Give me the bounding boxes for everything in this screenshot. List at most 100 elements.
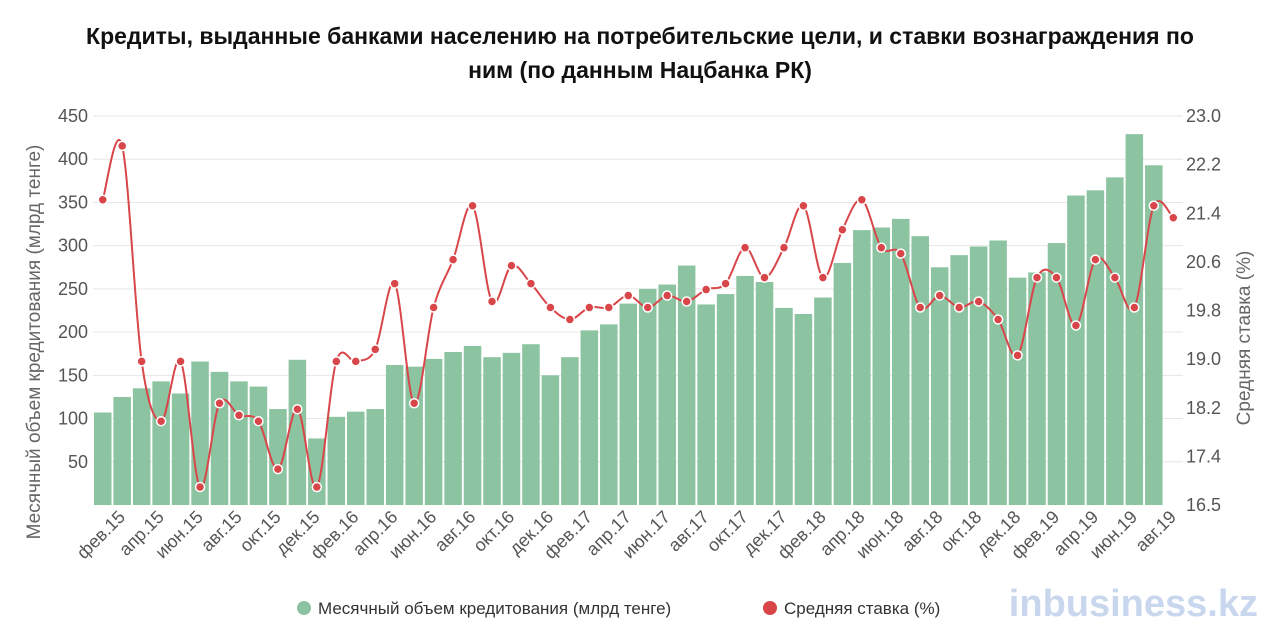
bar	[600, 324, 618, 505]
x-tick-label: авг.15	[197, 507, 246, 556]
rate-point	[564, 314, 576, 325]
y-right-tick-label: 17.4	[1186, 446, 1221, 466]
rate-point	[1148, 200, 1160, 212]
y-left-tick-label: 350	[58, 192, 88, 212]
y-left-tick-label: 200	[58, 322, 88, 342]
bar	[989, 240, 1007, 506]
bar	[385, 364, 404, 505]
rate-point	[1070, 320, 1082, 331]
bar	[872, 227, 891, 505]
rate-point	[1090, 254, 1101, 265]
rate-point	[214, 398, 225, 409]
rate-point	[914, 302, 926, 313]
rate-point	[447, 254, 459, 265]
bar	[580, 330, 599, 505]
y-left-axis-label: Месячный объем кредитования (млрд тенге)	[24, 145, 45, 540]
x-tick-label: авг.19	[1131, 507, 1180, 556]
bar	[230, 381, 248, 505]
rate-point	[720, 278, 731, 289]
rate-point	[545, 302, 556, 313]
chart-title-line: Кредиты, выданные банками населению на п…	[86, 23, 1194, 49]
bar	[1086, 190, 1105, 505]
bar	[930, 267, 949, 505]
bar	[561, 357, 579, 505]
rate-point	[389, 278, 400, 289]
bar	[347, 411, 365, 505]
bar	[483, 357, 501, 505]
legend[interactable]: Месячный объем кредитования (млрд тенге)…	[297, 599, 940, 618]
rate-point	[175, 356, 186, 367]
rate-point	[798, 200, 809, 212]
bar	[755, 281, 774, 505]
bar	[249, 386, 268, 505]
bar	[463, 345, 482, 505]
rate-point	[116, 140, 128, 152]
y-right-ticks: 16.5 17.4 18.2 19.0 19.8 20.6 21.4 22.2 23.0	[1186, 106, 1221, 515]
rate-point	[408, 398, 420, 409]
bar	[775, 307, 793, 505]
rate-point	[1031, 272, 1043, 283]
bar	[113, 396, 131, 505]
rate-point	[1168, 212, 1179, 223]
bar	[814, 297, 832, 505]
rate-point	[467, 200, 478, 212]
brand-logo: inbusiness.kz	[1009, 583, 1258, 625]
y-right-tick-label: 23.0	[1186, 106, 1221, 126]
chart-title-line: ним (по данным Нацбанка РК)	[468, 57, 812, 83]
legend-bar-swatch	[297, 601, 311, 615]
rate-point	[292, 403, 303, 415]
y-right-tick-label: 20.6	[1186, 252, 1221, 272]
bar	[911, 236, 929, 505]
bar	[736, 275, 754, 505]
rate-point	[603, 302, 615, 313]
bar	[638, 288, 657, 505]
rate-point	[817, 272, 829, 283]
y-right-axis-label: Средняя ставка (%)	[1234, 251, 1255, 426]
bar	[794, 313, 813, 505]
bar	[522, 344, 540, 505]
bar	[269, 409, 287, 505]
rate-point	[1129, 302, 1140, 313]
bar	[171, 393, 190, 505]
rate-point	[331, 356, 342, 367]
rate-point	[642, 302, 653, 313]
bar	[210, 371, 229, 505]
legend-line-label: Средняя ставка (%)	[784, 599, 940, 618]
legend-bar-label: Месячный объем кредитования (млрд тенге)	[318, 599, 671, 618]
rate-point	[681, 296, 692, 307]
line-series	[97, 139, 1179, 493]
x-tick-label: авг.17	[664, 507, 713, 556]
bar	[677, 265, 696, 505]
bar	[853, 230, 871, 505]
rate-point	[623, 290, 634, 301]
y-right-tick-label: 19.0	[1186, 349, 1221, 369]
rate-point	[311, 481, 323, 493]
rate-point	[97, 194, 108, 206]
rate-point	[272, 463, 284, 475]
bar	[93, 412, 112, 505]
rate-point	[992, 314, 1004, 325]
bar	[1125, 134, 1144, 506]
bar	[502, 352, 521, 505]
bar	[950, 255, 968, 505]
rate-point	[525, 278, 537, 289]
rate-point	[700, 284, 712, 295]
rate-point	[895, 248, 907, 259]
bar	[1028, 272, 1046, 505]
y-right-tick-label: 16.5	[1186, 495, 1221, 515]
rate-point	[934, 290, 945, 301]
x-tick-label: авг.18	[898, 507, 947, 556]
y-left-tick-label: 50	[68, 452, 88, 472]
rate-point	[1012, 350, 1023, 361]
rate-point	[973, 296, 984, 307]
rate-point	[194, 481, 206, 493]
x-tick-label: фев.15	[73, 507, 129, 563]
bar	[327, 416, 346, 505]
bar	[1145, 165, 1163, 506]
bar	[1047, 243, 1066, 505]
legend-line-swatch	[763, 601, 777, 615]
bar	[892, 218, 910, 505]
y-left-tick-label: 250	[58, 279, 88, 299]
rate-point	[369, 344, 381, 355]
